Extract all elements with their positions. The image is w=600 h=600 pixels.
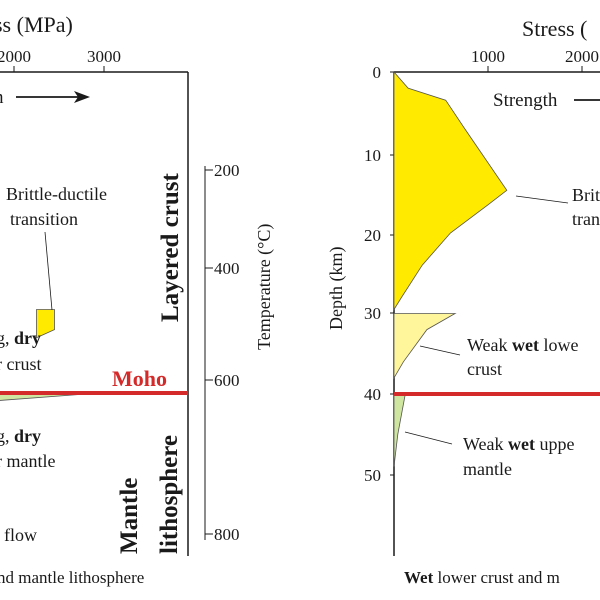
left-strength-label: h: [0, 87, 4, 108]
left-mantle-dry-label: g, dry: [0, 426, 41, 446]
depth-tick-label: 20: [364, 226, 381, 245]
temperature-tick-label: 200: [214, 161, 240, 180]
depth-tick-label: 10: [364, 146, 381, 165]
left-brittle-ductile-line2: transition: [10, 209, 78, 229]
depth-tick-label: 50: [364, 466, 381, 485]
weak-upper-mantle-label2: mantle: [463, 459, 512, 479]
depth-tick-label: 40: [364, 385, 381, 404]
left-strength-arrowhead: [74, 91, 90, 103]
mantle-label: Mantle: [116, 478, 143, 554]
right-x-tick-label: 1000: [471, 47, 505, 66]
left-yellow-area: [36, 309, 55, 339]
wet-lower-crust-area: [393, 313, 457, 380]
left-caption: nd mantle lithosphere: [0, 568, 144, 587]
right-strength-label: Strength: [493, 90, 558, 111]
left-green-area: [0, 393, 87, 401]
weak-lower-crust-label: Weak wet lowe: [467, 335, 579, 355]
weak-upper-mantle-label: Weak wet uppe: [463, 434, 575, 454]
depth-tick-label: 0: [373, 63, 382, 82]
brittle-strength-area: [393, 70, 508, 311]
left-crust-dry-label2: r crust: [0, 354, 41, 374]
weak-lower-crust-label2: crust: [467, 359, 502, 379]
left-crust-dry-label: g, dry: [0, 328, 41, 348]
right-x-tick-label: 2000: [565, 47, 599, 66]
right-caption: Wet lower crust and m: [404, 568, 560, 587]
depth-axis-title: Depth (km): [326, 247, 347, 330]
right-panel: Stress ( 1000 2000 Strength 0 10 20 30 4…: [326, 16, 600, 587]
depth-tick-label: 30: [364, 304, 381, 323]
temperature-tick-label: 600: [214, 371, 240, 390]
right-brittle-label-line1: Brit: [572, 185, 600, 205]
temperature-axis-title: Temperature (°C): [254, 224, 275, 350]
layered-crust-label: Layered crust: [157, 173, 184, 322]
temperature-tick-label: 800: [214, 525, 240, 544]
right-x-axis-title: Stress (: [522, 16, 587, 41]
right-leader-line: [404, 431, 453, 445]
left-flow-label: flow: [4, 525, 37, 545]
wet-upper-mantle-area: [393, 393, 406, 467]
left-x-tick-label: 3000: [87, 47, 121, 66]
lithosphere-label: lithosphere: [156, 435, 183, 554]
temperature-tick-label: 400: [214, 259, 240, 278]
left-leader-line: [44, 231, 53, 311]
left-x-tick-label: 2000: [0, 47, 31, 66]
left-mantle-dry-label2: r mantle: [0, 451, 55, 471]
moho-label: Moho: [112, 366, 167, 391]
right-brittle-label-line2: tran: [572, 209, 600, 229]
right-leader-line: [515, 195, 569, 204]
left-x-axis-title: ss (MPa): [0, 12, 73, 37]
right-leader-line: [419, 345, 461, 356]
left-panel: ss (MPa) 2000 3000 h Moho Brittle-ductil…: [0, 12, 275, 587]
left-brittle-ductile-line1: Brittle-ductile: [6, 184, 107, 204]
